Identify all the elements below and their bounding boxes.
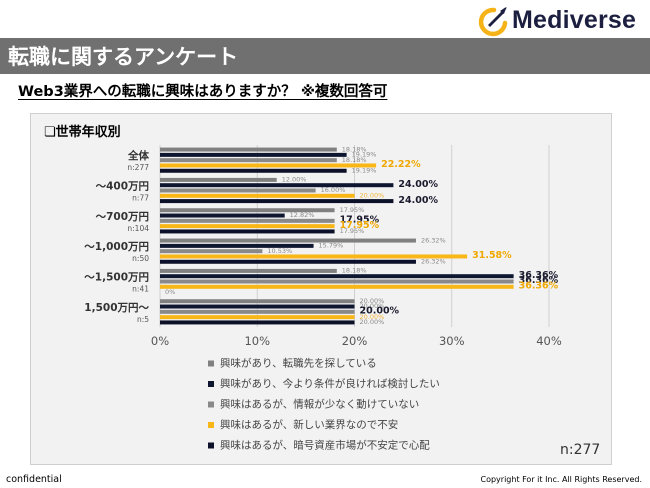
- legend-swatch: [208, 442, 214, 449]
- section-label: ❏世帯年収別: [44, 125, 121, 140]
- bar: [160, 299, 355, 304]
- legend-label: 興味はあるが、新しい業界なので不安: [220, 418, 398, 431]
- data-label: 20.00%: [360, 297, 385, 305]
- bar: [160, 193, 355, 198]
- data-label: 12.00%: [282, 176, 307, 184]
- title-band: 転職に関するアンケート: [0, 38, 650, 74]
- mediverse-logo: Mediverse: [474, 5, 646, 39]
- bar: [160, 152, 347, 157]
- bar: [160, 268, 337, 273]
- data-label: 20.00%: [360, 192, 385, 200]
- data-label: 12.82%: [290, 211, 315, 219]
- bar: [160, 304, 355, 309]
- bar: [160, 315, 355, 320]
- bar: [160, 243, 314, 248]
- bar: [160, 259, 416, 264]
- bar: [160, 218, 335, 223]
- data-label: 31.58%: [472, 250, 512, 261]
- bar: [160, 199, 394, 204]
- footer-confidential: confidential: [6, 474, 62, 485]
- data-label: 20.00%: [360, 306, 400, 317]
- data-label: 36.36%: [519, 275, 559, 286]
- data-label: 17.95%: [340, 220, 380, 231]
- category-n-label: n:277: [127, 163, 149, 172]
- category-label: ～1,000万円: [84, 241, 149, 253]
- x-tick-label: 10%: [244, 334, 270, 348]
- data-label: 18.18%: [342, 156, 367, 164]
- legend-swatch: [208, 401, 214, 408]
- bar: [160, 249, 263, 254]
- bar: [160, 274, 514, 279]
- data-label: 10.53%: [267, 247, 292, 255]
- bar: [160, 309, 355, 314]
- data-label: 19.19%: [352, 166, 377, 174]
- legend-swatch: [208, 422, 214, 428]
- category-label: 全体: [127, 149, 149, 162]
- bar: [160, 284, 514, 289]
- legend-label: 興味はあるが、暗号資産市場が不安定で心配: [220, 439, 430, 452]
- data-label: 18.18%: [342, 267, 367, 275]
- category-label: ～1,500万円: [84, 272, 149, 284]
- x-tick-label: 20%: [342, 334, 368, 348]
- data-label: 26.32%: [421, 257, 446, 265]
- bar: [160, 147, 337, 152]
- legend-swatch: [208, 381, 214, 387]
- category-label: 1,500万円～: [84, 302, 149, 314]
- category-label: ～700万円: [96, 211, 149, 223]
- data-label: 19.19%: [352, 151, 377, 159]
- data-label: 20.00%: [360, 313, 385, 321]
- logo-text: Mediverse: [512, 6, 637, 34]
- data-label: 0%: [165, 288, 175, 296]
- data-label: 18.18%: [342, 145, 367, 153]
- data-label: 20.00%: [360, 302, 385, 310]
- category-n-label: n:104: [127, 224, 149, 233]
- bar: [160, 224, 335, 229]
- rocket-logo-icon: [478, 7, 508, 37]
- data-label: 16.00%: [321, 186, 346, 194]
- category-n-label: n:41: [132, 285, 149, 294]
- bar: [160, 208, 335, 213]
- bar: [160, 213, 285, 218]
- data-label: 24.00%: [398, 195, 438, 206]
- x-tick-label: 0%: [151, 334, 169, 348]
- survey-question: Web3業界への転職に興味はありますか？ ※複数回答可: [18, 84, 388, 100]
- data-label: 17.95%: [340, 227, 365, 235]
- bar: [160, 320, 355, 325]
- bar: [160, 188, 316, 193]
- data-label: 24.00%: [398, 179, 438, 190]
- bar: [160, 177, 277, 182]
- data-label: 17.95%: [340, 206, 365, 214]
- data-label: 20.00%: [360, 318, 385, 326]
- data-label: 36.36%: [519, 281, 559, 292]
- legend-swatch: [208, 360, 214, 367]
- bar: [160, 158, 337, 163]
- legend-label: 興味があり、今より条件が良ければ検討したい: [220, 377, 440, 390]
- data-label: 36.36%: [519, 270, 559, 281]
- data-label: 17.95%: [340, 215, 380, 226]
- x-tick-label: 40%: [536, 334, 562, 348]
- footer-copyright: Copyright For it Inc. All Rights Reserve…: [480, 475, 642, 484]
- bar: [160, 279, 514, 284]
- category-n-label: n:77: [132, 194, 149, 203]
- category-n-label: n:50: [132, 254, 149, 263]
- data-label: 22.22%: [381, 159, 421, 170]
- bar: [160, 168, 347, 173]
- data-label: 15.79%: [319, 242, 344, 250]
- bar: [160, 163, 377, 168]
- bar: [160, 254, 468, 259]
- bar: [160, 238, 416, 243]
- category-label: ～400万円: [96, 181, 149, 193]
- total-sample-size: n:277: [560, 442, 601, 458]
- bar: [160, 229, 335, 234]
- legend-label: 興味はあるが、情報が少なく動けていない: [220, 398, 419, 411]
- category-n-label: n:5: [137, 315, 149, 324]
- legend-label: 興味があり、転職先を探している: [220, 357, 377, 370]
- bar: [160, 183, 394, 188]
- x-tick-label: 30%: [439, 334, 465, 348]
- data-label: 26.32%: [421, 236, 446, 244]
- page-title: 転職に関するアンケート: [8, 45, 239, 69]
